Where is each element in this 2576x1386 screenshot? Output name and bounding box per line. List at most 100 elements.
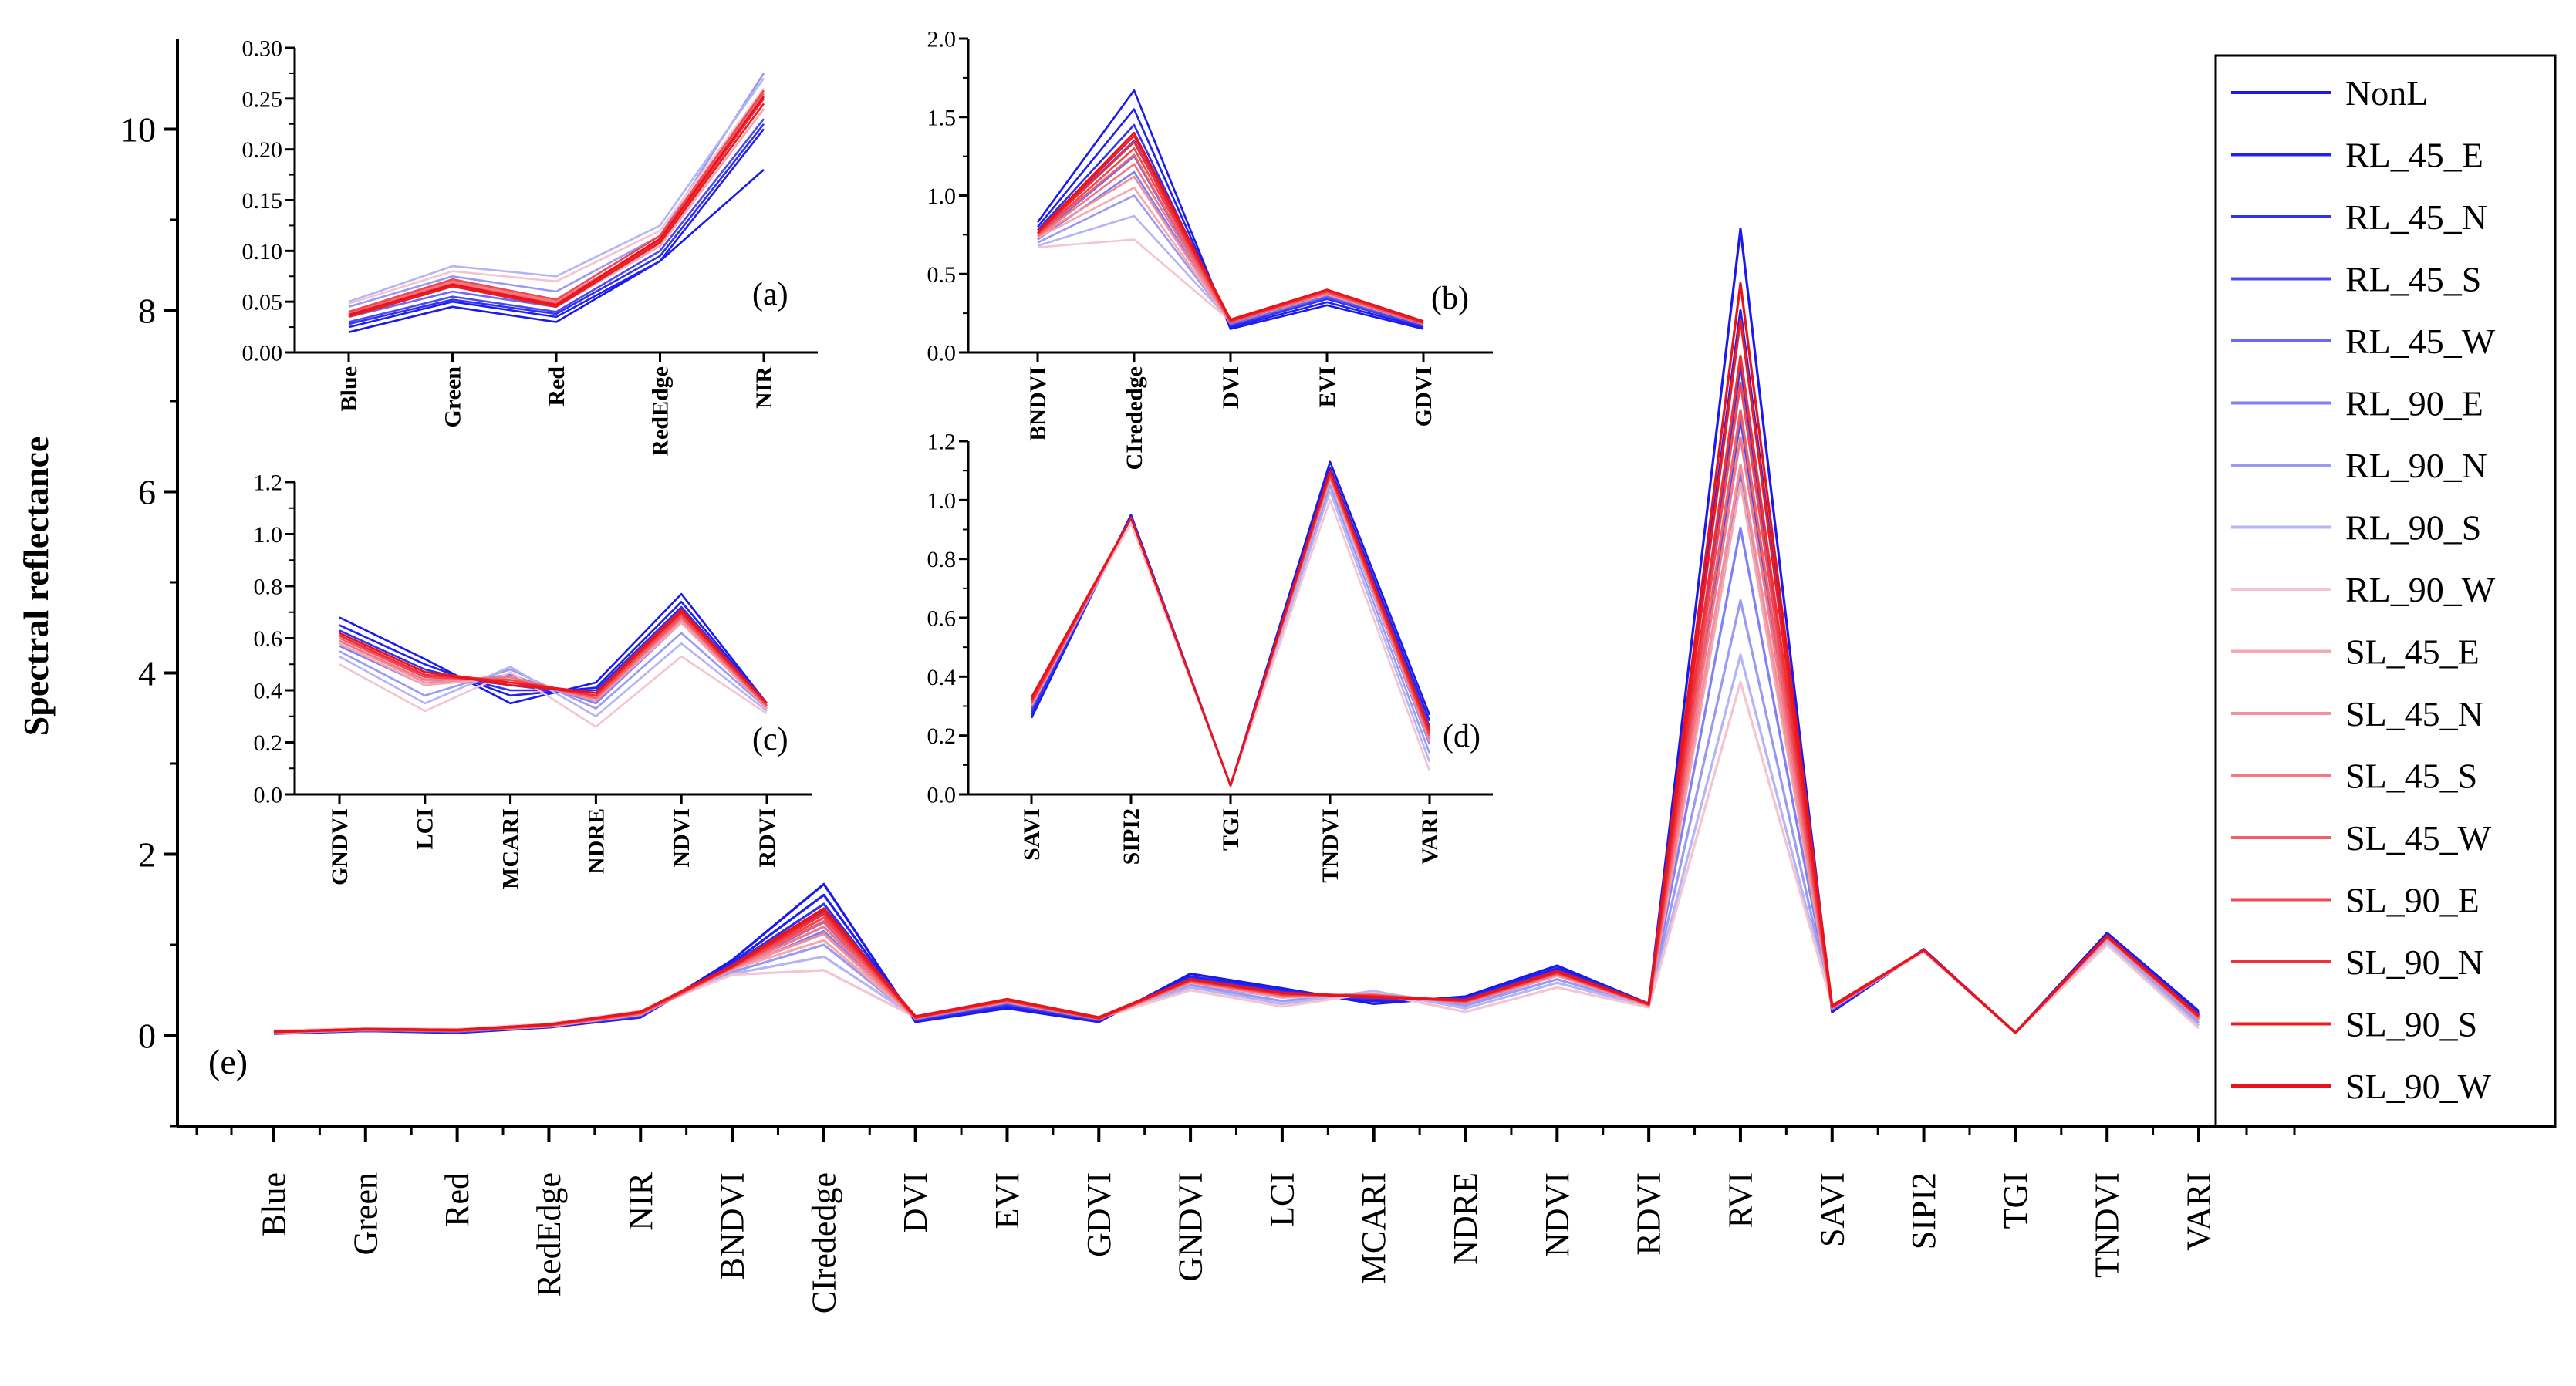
legend-label-rl-45-n: RL_45_N [2345, 197, 2487, 237]
legend-label-sl-90-n: SL_90_N [2345, 943, 2483, 982]
x-tick-label: DVI [1218, 366, 1244, 409]
x-tick-label: BNDVI [1025, 366, 1051, 441]
x-tick-label: VARI [1417, 808, 1443, 865]
x-tick-label: TNDVI [1318, 808, 1343, 883]
y-tick-label: 6 [138, 473, 156, 512]
series-line-sl-45-e [348, 108, 765, 319]
legend-box [2214, 54, 2557, 1128]
series-line-rl-45-w [348, 108, 765, 319]
series-line-sl-45-w [1030, 475, 1431, 787]
inset-charts: 0.00 0.05 0.10 0.15 0.20 0.25 0.30 Blue Green Red… [242, 27, 1493, 889]
series-line-rl-45-n [348, 123, 765, 325]
series-line-rl-90-w [339, 655, 768, 728]
x-tick-label: NDRE [583, 808, 609, 874]
x-tick-label: RDVI [755, 808, 780, 868]
y-tick-label: 0.00 [242, 341, 283, 366]
x-tick-label: EVI [988, 1172, 1026, 1229]
series-line-sl-90-e [1030, 472, 1431, 787]
series-line-sl-45-s [1030, 475, 1431, 787]
y-tick-label: 2.0 [927, 27, 957, 52]
x-tick-label: RDVI [1630, 1172, 1668, 1256]
series-line-rl-45-e [1036, 108, 1424, 329]
series-line-sl-45-e [1030, 478, 1431, 787]
y-tick-label: 2 [138, 835, 156, 875]
x-tick-label: GNDVI [1172, 1172, 1210, 1282]
chart-a: 0.00 0.05 0.10 0.15 0.20 0.25 0.30 Blue Green Red… [242, 36, 818, 457]
series-line-rl-45-e [1030, 466, 1431, 787]
chart-e: 0 2 4 6 8 10 Blue Green Red RedEdge NIR BNDVI CIrede… [120, 39, 2307, 1313]
series-line-rl-45-s [348, 118, 765, 323]
y-axis-label: Spectral reflectance [16, 437, 56, 737]
x-tick-label: NDVI [669, 808, 694, 868]
x-tick-label: Blue [255, 1172, 293, 1236]
y-tick-label: 0.2 [927, 723, 957, 749]
series-line-sl-90-s [1030, 469, 1431, 787]
x-tick-label: SAVI [1019, 808, 1045, 861]
y-tick-label: 1.5 [927, 105, 957, 130]
y-tick-label: 1.2 [927, 430, 957, 455]
series-line-nonl [339, 592, 768, 705]
x-tick-label: RVI [1721, 1172, 1759, 1228]
y-tick-label: 0.0 [254, 783, 283, 808]
series-line-nonl [1030, 460, 1431, 787]
x-tick-label: EVI [1315, 366, 1340, 407]
x-tick-label: GDVI [1080, 1172, 1118, 1257]
chart-c: 0.0 0.2 0.4 0.6 0.8 1.0 1.2 GNDVI LCI MCARI NDRE ND… [254, 470, 812, 889]
y-tick-label: 0.10 [242, 239, 283, 265]
legend-label-rl-45-w: RL_45_W [2345, 322, 2496, 361]
series-line-sl-90-n [1037, 141, 1424, 324]
legend: NonL RL_45_E RL_45_N RL_45_S RL_45_W RL_90_E R… [2214, 54, 2557, 1128]
y-tick-label: 0.6 [254, 626, 283, 652]
series-line-sl-90-s [1037, 134, 1424, 324]
x-tick-label: NDVI [1538, 1172, 1576, 1257]
legend-label-rl-90-n: RL_90_N [2345, 446, 2487, 485]
series-line-sl-45-n [1030, 475, 1431, 787]
series-line-sl-90-n [1030, 472, 1431, 787]
y-tick-label: 1.2 [254, 470, 283, 496]
y-tick-label: 0.30 [242, 36, 283, 62]
x-tick-label: GNDVI [327, 808, 353, 885]
x-tick-label: DVI [896, 1172, 934, 1233]
series-line-sl-90-e [348, 89, 765, 313]
series-line-rl-90-s [339, 642, 768, 718]
y-tick-label: 0.6 [927, 606, 957, 632]
series-line-rl-90-w [1030, 498, 1431, 787]
x-tick-label: Red [438, 1172, 476, 1227]
series-line-rl-90-e [273, 526, 2200, 1034]
series-line-sl-90-s [273, 318, 2200, 1034]
x-tick-label: TNDVI [2088, 1172, 2126, 1278]
series-line-rl-90-s [348, 77, 765, 303]
chart-b: 0.0 0.5 1.0 1.5 2.0 BNDVI CIrededge DVI EVI GDVI (… [927, 27, 1493, 470]
y-tick-label: 0.8 [254, 575, 283, 600]
panel-label: (b) [1431, 281, 1469, 316]
series-line-sl-45-s [273, 436, 2200, 1034]
series-line-sl-45-n [273, 463, 2200, 1034]
series-line-rl-90-e [1030, 478, 1431, 787]
panel-label: (d) [1443, 719, 1480, 754]
y-tick-label: 0.8 [927, 547, 957, 572]
series-line-sl-90-w [273, 282, 2200, 1034]
series-line-sl-45-e [273, 481, 2200, 1034]
x-tick-label: Blue [336, 366, 362, 411]
series-line-rl-45-w [1037, 155, 1424, 325]
y-tick-label: 1.0 [927, 184, 957, 209]
series-line-rl-90-w [348, 87, 765, 305]
x-tick-label: LCI [1263, 1172, 1301, 1227]
series-line-sl-90-w [1037, 131, 1424, 322]
x-tick-label: NDRE [1447, 1172, 1484, 1265]
legend-label-rl-45-s: RL_45_S [2345, 260, 2481, 299]
y-tick-label: 0.20 [242, 137, 283, 163]
legend-label-sl-90-s: SL_90_S [2345, 1005, 2477, 1044]
series-line-sl-90-e [273, 381, 2200, 1034]
x-tick-label: SIPI2 [1119, 808, 1144, 865]
main-chart: 0 2 4 6 8 10 Blue Green Red RedEdge NIR BNDVI CIrede… [120, 39, 2307, 1313]
y-tick-label: 4 [138, 654, 156, 693]
series-line-rl-90-s [1030, 490, 1431, 787]
x-tick-label: Green [346, 1172, 384, 1256]
legend-label-sl-45-w: SL_45_W [2345, 818, 2492, 858]
y-tick-label: 0.4 [254, 679, 283, 704]
y-tick-label: 0.05 [242, 290, 283, 315]
series-line-rl-45-w [1030, 475, 1431, 787]
y-tick-label: 8 [138, 292, 156, 331]
